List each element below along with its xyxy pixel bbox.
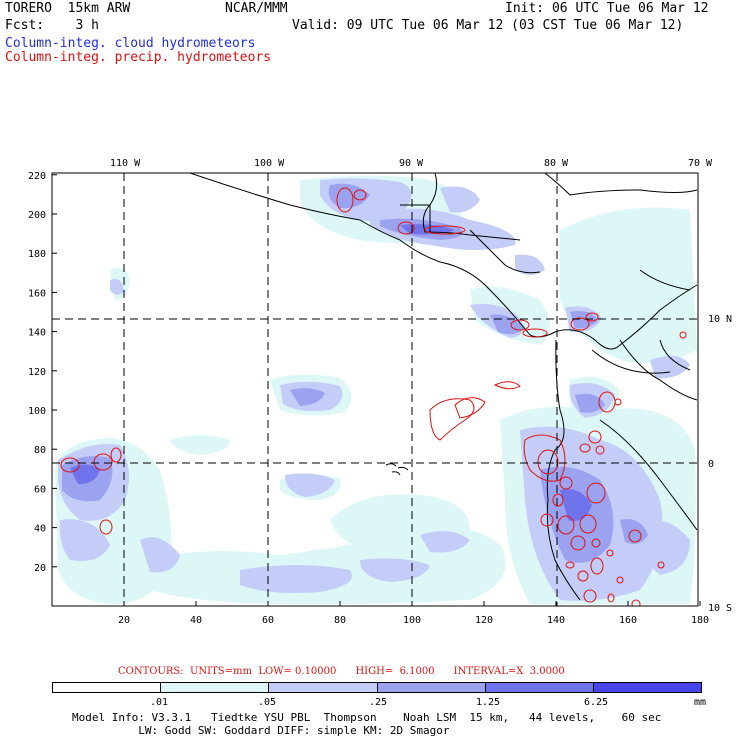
x-tick-label: 160: [619, 615, 637, 626]
colorbar-label: 1.25: [476, 697, 500, 708]
colorbar-segment: [53, 683, 160, 692]
lon-label-80w: 80 W: [544, 158, 569, 169]
colorbar-segment: [160, 683, 268, 692]
colorbar-label: .25: [369, 697, 387, 708]
colorbar-label: .01: [150, 697, 168, 708]
x-tick-label: 180: [691, 615, 709, 626]
y-tick-label: 60: [34, 484, 46, 495]
lon-label-70w: 70 W: [688, 158, 713, 169]
contour-info: CONTOURS: UNITS=mm LOW= 0.10000 HIGH= 6.…: [118, 666, 565, 677]
y-tick-label: 140: [28, 328, 46, 339]
colorbar-label: 6.25: [584, 697, 608, 708]
lat-label-10s: 10 S: [708, 603, 732, 614]
colorbar-unit: mm: [694, 697, 706, 708]
y-tick-label: 20: [34, 563, 46, 574]
y-tick-label: 40: [34, 524, 46, 535]
colorbar-label: .05: [258, 697, 276, 708]
y-axis-ticks: 220 200 180 160 140 120 100 80 60 40 20: [28, 171, 57, 574]
y-tick-label: 80: [34, 445, 46, 456]
lon-label-110w: 110 W: [110, 158, 141, 169]
x-tick-label: 40: [190, 615, 202, 626]
x-tick-label: 20: [118, 615, 130, 626]
y-tick-label: 160: [28, 288, 46, 299]
lon-label-90w: 90 W: [399, 158, 424, 169]
lat-label-0: 0: [708, 459, 714, 470]
y-tick-label: 180: [28, 249, 46, 260]
x-tick-label: 100: [403, 615, 421, 626]
x-tick-label: 60: [262, 615, 274, 626]
y-tick-label: 200: [28, 210, 46, 221]
x-tick-label: 120: [475, 615, 493, 626]
x-tick-label: 140: [547, 615, 565, 626]
colorbar: [52, 682, 702, 693]
y-tick-label: 100: [28, 406, 46, 417]
lat-label-10n: 10 N: [708, 314, 732, 325]
hydrometeor-fill: [55, 176, 697, 604]
colorbar-segment: [593, 683, 701, 692]
colorbar-segment: [485, 683, 593, 692]
colorbar-segment: [377, 683, 485, 692]
y-tick-label: 220: [28, 171, 46, 182]
x-axis-ticks: 2040608010012014016018020022024026028030…: [118, 601, 740, 626]
x-tick-label: 80: [334, 615, 346, 626]
y-tick-label: 120: [28, 367, 46, 378]
model-info-line1: Model Info: V3.3.1 Tiedtke YSU PBL Thomp…: [72, 711, 661, 724]
lon-label-100w: 100 W: [254, 158, 285, 169]
colorbar-segment: [268, 683, 376, 692]
model-info-line2: LW: Godd SW: Goddard DIFF: simple KM: 2D…: [72, 724, 450, 737]
